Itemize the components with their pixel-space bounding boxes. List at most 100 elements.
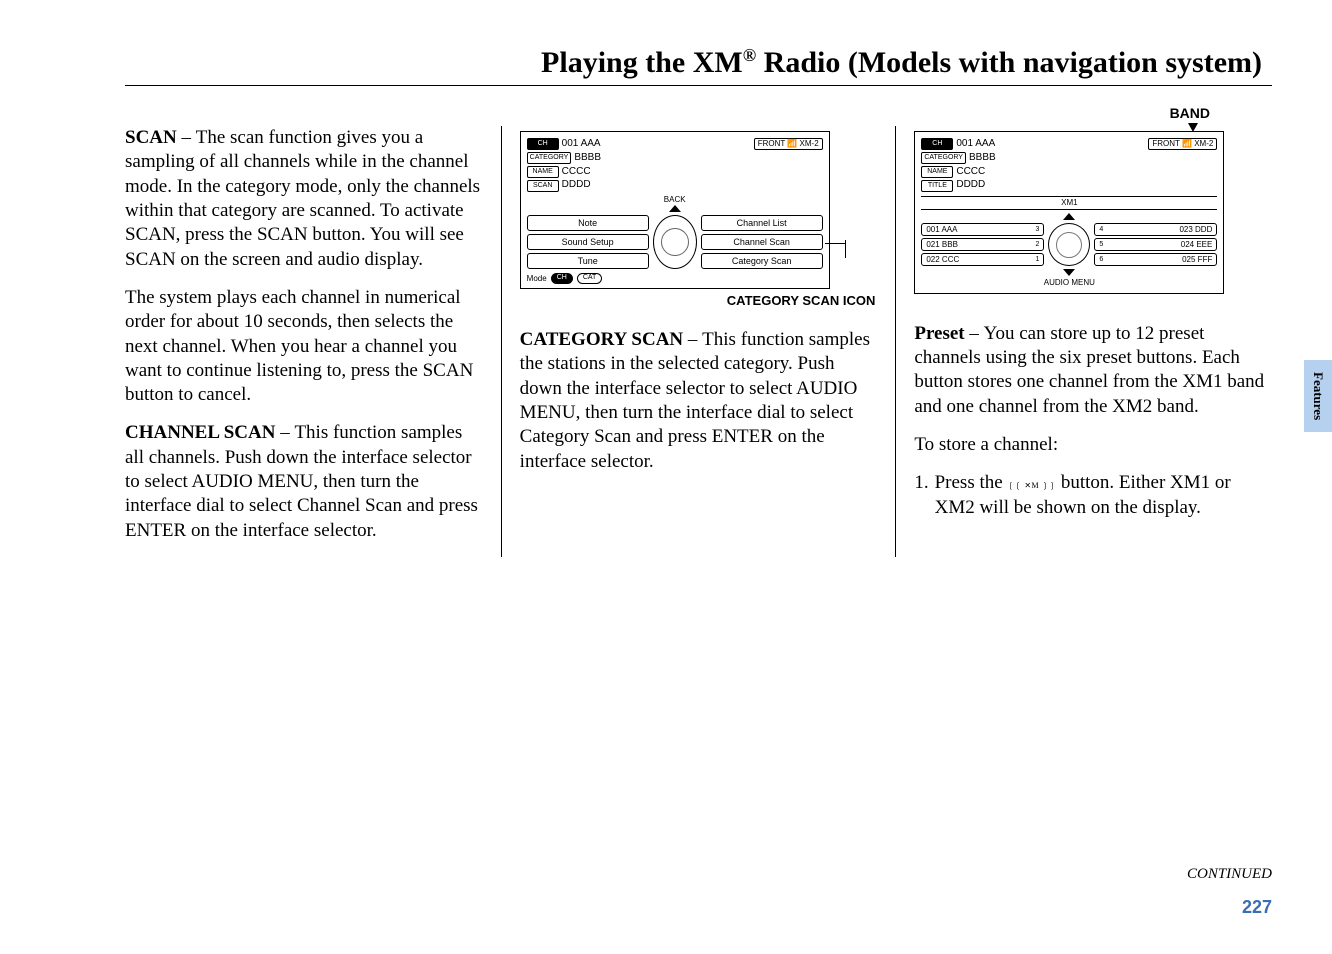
xm1-label: XM1 [921, 196, 1217, 210]
page-title: Playing the XM® Radio (Models with navig… [125, 45, 1272, 80]
menu-right-col: Channel List Channel Scan Category Scan [701, 215, 823, 269]
preset-4: 4 023 DDD [1094, 223, 1217, 236]
mode-cat-pill: CAT [577, 273, 602, 284]
registered-mark: ® [743, 45, 756, 65]
band-value-2: XM-2 [1194, 139, 1213, 148]
column-1: SCAN – The scan function gives you a sam… [125, 126, 501, 557]
preset-right-col: 4 023 DDD 5 024 EEE 6 025 FFF [1094, 223, 1217, 266]
channel-scan-paragraph: CHANNEL SCAN – This function samples all… [125, 421, 483, 543]
store-channel-intro: To store a channel: [914, 433, 1272, 457]
preset-1: 001 AAA 3 [921, 223, 1044, 236]
category-scan-diagram: CH001 AAA CATEGORYBBBB NAMECCCC SCANDDDD… [520, 131, 830, 289]
ch-tag-2: CH [921, 138, 953, 150]
preset-3: 022 CCC 1 [921, 253, 1044, 266]
diagram-header-2: CH001 AAA CATEGORYBBBB NAMECCCC TITLEDDD… [921, 138, 1217, 193]
diagram-caption: CATEGORY SCAN ICON [520, 293, 878, 310]
tune-button: Tune [527, 253, 649, 269]
up-arrow-icon-2 [1063, 213, 1075, 220]
audio-menu-label: AUDIO MENU [921, 278, 1217, 288]
scan-value: DDDD [562, 179, 591, 192]
name-tag-2: NAME [921, 166, 953, 178]
continued-label: CONTINUED [1187, 866, 1272, 883]
category-tag: CATEGORY [527, 152, 572, 164]
category-scan-button: Category Scan [701, 253, 823, 269]
preset-2-num: 2 [1035, 240, 1039, 250]
antenna-icon-2: 📶 [1182, 139, 1192, 148]
step-1-text-a: Press the [935, 472, 1008, 493]
preset-3-num: 1 [1035, 255, 1039, 265]
band-diagram-wrap: BAND CH001 AAA CATEGORYBBBB NAMECCCC TIT… [914, 131, 1272, 294]
scan-heading: SCAN [125, 127, 177, 148]
preset-4-num: 4 [1099, 225, 1103, 235]
category-value-2: BBBB [969, 152, 996, 165]
scan-paragraph: SCAN – The scan function gives you a sam… [125, 126, 483, 272]
down-arrow-icon [1063, 269, 1075, 276]
channel-scan-button: Channel Scan [701, 234, 823, 250]
scan-paragraph-2: The system plays each channel in numeric… [125, 286, 483, 408]
dash: – [683, 329, 702, 350]
dash: – [177, 127, 196, 148]
preset-heading: Preset [914, 323, 964, 344]
step-1-number: 1. [914, 471, 928, 520]
page-number: 227 [1242, 897, 1272, 917]
preset-5: 5 024 EEE [1094, 238, 1217, 251]
preset-5-num: 5 [1099, 240, 1103, 250]
title-rule [125, 85, 1272, 86]
column-2: CH001 AAA CATEGORYBBBB NAMECCCC SCANDDDD… [501, 126, 897, 557]
preset-6-num: 6 [1099, 255, 1103, 265]
category-scan-heading: CATEGORY SCAN [520, 329, 684, 350]
preset-4-label: 023 DDD [1179, 225, 1212, 235]
category-scan-body: This function samples the stations in th… [520, 329, 870, 472]
preset-1-num: 3 [1035, 225, 1039, 235]
preset-1-label: 001 AAA [926, 225, 957, 235]
preset-6: 6 025 FFF [1094, 253, 1217, 266]
dash: – [275, 422, 294, 443]
ch-value: 001 AAA [562, 138, 601, 151]
preset-6-label: 025 FFF [1182, 255, 1212, 265]
diagram-header: CH001 AAA CATEGORYBBBB NAMECCCC SCANDDDD… [527, 138, 823, 193]
channel-scan-heading: CHANNEL SCAN [125, 422, 275, 443]
up-arrow-icon [669, 205, 681, 212]
preset-paragraph: Preset – You can store up to 12 preset c… [914, 322, 1272, 419]
title-suffix: Radio (Models with navigation system) [756, 46, 1262, 79]
diagram-info-rows-2: CH001 AAA CATEGORYBBBB NAMECCCC TITLEDDD… [921, 138, 995, 193]
scan-body: The scan function gives you a sampling o… [125, 127, 480, 270]
antenna-icon: 📶 [787, 139, 797, 148]
band-callout-label: BAND [1170, 105, 1210, 123]
front-label-2: FRONT [1152, 139, 1179, 148]
preset-left-col: 001 AAA 3 021 BBB 2 022 CCC 1 [921, 223, 1044, 266]
band-value: XM-2 [800, 139, 819, 148]
preset-2: 021 BBB 2 [921, 238, 1044, 251]
preset-dial-icon [1048, 223, 1090, 266]
diagram-info-rows: CH001 AAA CATEGORYBBBB NAMECCCC SCANDDDD [527, 138, 601, 193]
preset-5-label: 024 EEE [1181, 240, 1213, 250]
content-columns: SCAN – The scan function gives you a sam… [125, 126, 1272, 557]
sound-setup-button: Sound Setup [527, 234, 649, 250]
title-value: DDDD [956, 179, 985, 192]
preset-3-label: 022 CCC [926, 255, 959, 265]
title-tag: TITLE [921, 180, 953, 192]
back-label: BACK [527, 195, 823, 205]
step-1-body: Press the ❲❲ ✕M ❳❳ button. Either XM1 or… [935, 471, 1272, 520]
name-tag: NAME [527, 166, 559, 178]
name-value-2: CCCC [956, 166, 985, 179]
callout-line [825, 243, 845, 253]
xm-button-icon: ❲❲ ✕M ❳❳ [1007, 481, 1056, 490]
preset-2-label: 021 BBB [926, 240, 958, 250]
band-arrow-icon [1188, 123, 1198, 132]
dial-icon [653, 215, 697, 269]
page-footer: CONTINUED 227 [1187, 866, 1272, 918]
front-label: FRONT [758, 139, 785, 148]
category-value: BBBB [574, 152, 601, 165]
side-tab: Features [1304, 360, 1332, 432]
preset-grid: 001 AAA 3 021 BBB 2 022 CCC 1 4 023 DDD 5 024… [921, 223, 1217, 266]
name-value: CCCC [562, 166, 591, 179]
mode-row: Mode CH CAT [527, 273, 823, 284]
side-tab-label: Features [1310, 372, 1326, 420]
column-3: BAND CH001 AAA CATEGORYBBBB NAMECCCC TIT… [896, 126, 1272, 557]
mode-ch-pill: CH [551, 273, 573, 284]
menu-left-col: Note Sound Setup Tune [527, 215, 649, 269]
mode-label: Mode [527, 274, 547, 284]
ch-tag: CH [527, 138, 559, 150]
category-tag-2: CATEGORY [921, 152, 966, 164]
